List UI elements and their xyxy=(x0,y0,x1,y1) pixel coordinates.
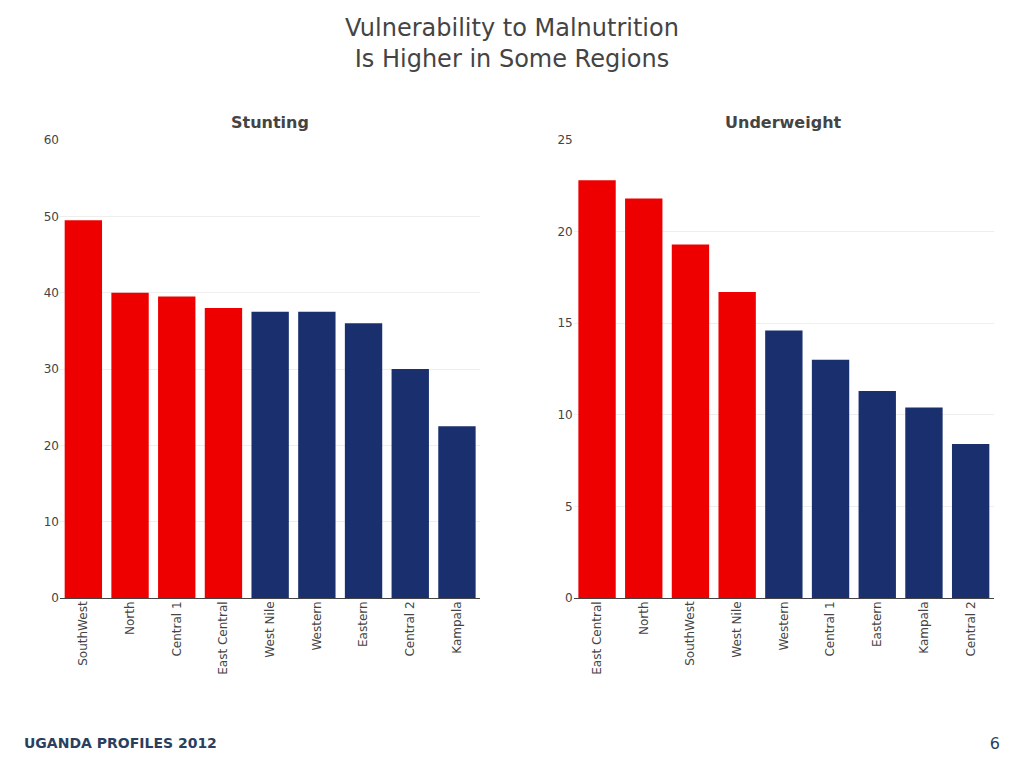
svg-text:50: 50 xyxy=(44,210,59,224)
svg-text:Central 1: Central 1 xyxy=(170,601,184,656)
svg-text:10: 10 xyxy=(557,408,572,422)
svg-text:20: 20 xyxy=(44,439,59,453)
svg-text:30: 30 xyxy=(44,362,59,376)
svg-text:Central 1: Central 1 xyxy=(823,601,837,656)
svg-text:25: 25 xyxy=(557,133,572,147)
svg-text:Kampala: Kampala xyxy=(450,601,464,653)
svg-text:West Nile: West Nile xyxy=(263,601,277,657)
svg-text:Stunting: Stunting xyxy=(231,113,309,132)
svg-text:60: 60 xyxy=(44,133,59,147)
svg-text:20: 20 xyxy=(557,225,572,239)
svg-text:SouthWest: SouthWest xyxy=(683,601,697,666)
svg-text:SouthWest: SouthWest xyxy=(76,601,90,666)
svg-text:North: North xyxy=(123,601,137,635)
svg-text:0: 0 xyxy=(51,591,59,605)
html-text:6: 6 xyxy=(989,733,1000,753)
svg-text:Western: Western xyxy=(777,601,791,650)
svg-text:Central 2: Central 2 xyxy=(964,601,978,656)
svg-text:10: 10 xyxy=(44,515,59,529)
svg-text:Central 2: Central 2 xyxy=(403,601,417,656)
svg-text:North: North xyxy=(637,601,651,635)
svg-text:5: 5 xyxy=(565,500,573,514)
svg-text:Kampala: Kampala xyxy=(917,601,931,653)
svg-text:West Nile: West Nile xyxy=(730,601,744,657)
svg-text:Western: Western xyxy=(310,601,324,650)
svg-text:Eastern: Eastern xyxy=(356,601,370,647)
svg-text:Eastern: Eastern xyxy=(870,601,884,647)
svg-text:Underweight: Underweight xyxy=(725,113,842,132)
svg-text:Vulnerability to MalnutritionI: Vulnerability to MalnutritionIs Higher i… xyxy=(345,14,679,73)
svg-text:East Central: East Central xyxy=(590,601,604,674)
svg-text:15: 15 xyxy=(557,316,572,330)
svg-text:East Central: East Central xyxy=(216,601,230,674)
html-text:UGANDA PROFILES 2012: UGANDA PROFILES 2012 xyxy=(24,735,217,751)
svg-text:0: 0 xyxy=(565,591,573,605)
svg-text:40: 40 xyxy=(44,286,59,300)
